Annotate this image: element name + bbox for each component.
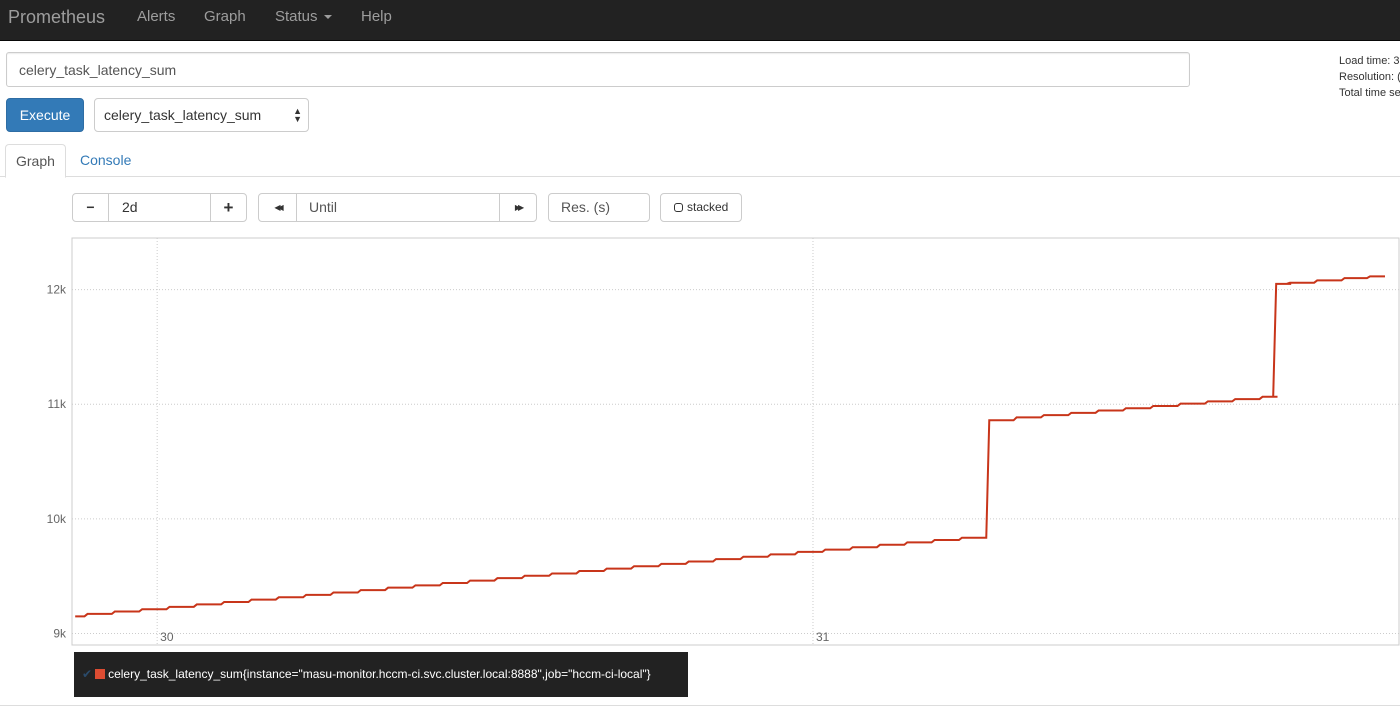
increase-range-button[interactable]: + bbox=[210, 193, 247, 222]
tab-bar: Graph Console bbox=[0, 144, 1400, 178]
caret-down-icon bbox=[323, 15, 332, 20]
execute-button[interactable]: Execute bbox=[6, 98, 84, 132]
brand-link[interactable]: Prometheus bbox=[8, 7, 106, 27]
query-stats: Load time: 3 Resolution: ( Total time se bbox=[1339, 53, 1400, 101]
tab-console[interactable]: Console bbox=[80, 152, 132, 168]
divider bbox=[0, 705, 1400, 706]
x-tick-label: 30 bbox=[160, 630, 174, 644]
y-tick-label: 12k bbox=[47, 283, 67, 297]
metric-select[interactable]: celery_task_latency_sum ▲ ▼ bbox=[94, 98, 309, 132]
y-tick-label: 11k bbox=[48, 397, 67, 411]
total-series: Total time se bbox=[1339, 87, 1400, 99]
nav-help[interactable]: Help bbox=[361, 8, 392, 25]
step-forward-button[interactable]: ▶▶ bbox=[499, 193, 537, 222]
checkbox-icon bbox=[674, 203, 683, 212]
x-tick-label: 31 bbox=[816, 630, 830, 644]
stacked-toggle[interactable]: stacked bbox=[660, 193, 742, 222]
step-back-button[interactable]: ◀◀ bbox=[258, 193, 297, 222]
resolution: Resolution: ( bbox=[1339, 71, 1400, 83]
stacked-label: stacked bbox=[687, 200, 729, 214]
series-swatch bbox=[95, 669, 106, 679]
select-arrows-icon: ▲ ▼ bbox=[293, 106, 302, 124]
navbar: Prometheus Alerts Graph Status Help bbox=[0, 0, 1400, 41]
check-icon: ✔ bbox=[82, 667, 93, 681]
plot-area bbox=[71, 237, 1400, 646]
decrease-range-button[interactable]: − bbox=[72, 193, 109, 222]
nav-graph[interactable]: Graph bbox=[204, 8, 246, 25]
nav-status-label: Status bbox=[275, 8, 318, 25]
y-tick-label: 10k bbox=[47, 512, 67, 526]
metric-select-value: celery_task_latency_sum bbox=[104, 107, 262, 123]
legend-series-label[interactable]: celery_task_latency_sum{instance="masu-m… bbox=[108, 667, 651, 681]
legend: ✔ celery_task_latency_sum{instance="masu-… bbox=[74, 652, 688, 697]
load-time: Load time: 3 bbox=[1339, 55, 1400, 67]
resolution-input[interactable]: Res. (s) bbox=[548, 193, 650, 222]
nav-alerts[interactable]: Alerts bbox=[137, 8, 176, 25]
expression-input[interactable]: celery_task_latency_sum bbox=[6, 52, 1190, 87]
graph-chart[interactable]: 9k 10k 11k 12k 30 31 bbox=[0, 235, 1400, 650]
y-tick-label: 9k bbox=[53, 627, 67, 641]
until-input[interactable]: Until bbox=[296, 193, 500, 222]
series-line bbox=[75, 275, 1385, 618]
range-input[interactable]: 2d bbox=[108, 193, 211, 222]
tab-graph[interactable]: Graph bbox=[5, 144, 66, 178]
nav-status[interactable]: Status bbox=[275, 8, 332, 25]
